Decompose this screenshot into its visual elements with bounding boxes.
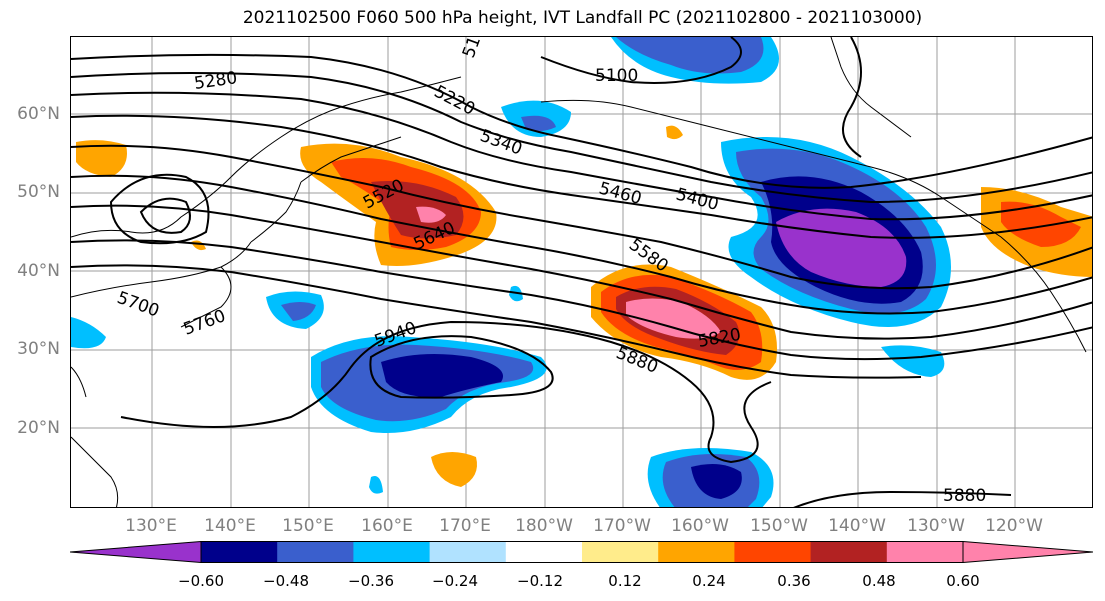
colorbar-tick-048: 0.48 bbox=[862, 572, 896, 590]
lon-label-160e: 160°E bbox=[361, 516, 413, 536]
lat-label-50n: 50°N bbox=[17, 182, 60, 202]
contour-label-5100: 5100 bbox=[595, 66, 638, 86]
colorbar-tick-060: 0.60 bbox=[946, 572, 980, 590]
lat-label-30n: 30°N bbox=[17, 339, 60, 359]
colorbar-cell bbox=[505, 541, 583, 563]
lon-label-120w: 120°W bbox=[985, 516, 1043, 536]
colorbar-tick-024: 0.24 bbox=[692, 572, 726, 590]
lat-label-40n: 40°N bbox=[17, 261, 60, 281]
height-contours bbox=[71, 37, 1092, 507]
lon-label-150e: 150°E bbox=[282, 516, 334, 536]
colorbar bbox=[70, 541, 1093, 563]
lon-label-140e: 140°E bbox=[204, 516, 256, 536]
colorbar-cell bbox=[277, 541, 354, 563]
lon-label-140w: 140°W bbox=[828, 516, 886, 536]
colorbar-cell bbox=[201, 541, 278, 563]
map-svg: 5280 5220 5340 5100 5460 5400 5520 5640 … bbox=[71, 37, 1092, 507]
colorbar-cell bbox=[658, 541, 735, 563]
lon-label-160w: 160°W bbox=[671, 516, 729, 536]
colorbar-cell bbox=[353, 541, 431, 563]
lon-label-130w: 130°W bbox=[907, 516, 965, 536]
contour-label-5760: 5760 bbox=[181, 306, 228, 340]
positive-ivt-shading bbox=[76, 125, 1092, 487]
colorbar-tick-neg024: −0.24 bbox=[432, 572, 478, 590]
colorbar-cell bbox=[810, 541, 888, 563]
colorbar-tick-036: 0.36 bbox=[777, 572, 811, 590]
lon-label-170e: 170°E bbox=[439, 516, 491, 536]
colorbar-cell bbox=[734, 541, 812, 563]
colorbar-tick-neg060: −0.60 bbox=[178, 572, 224, 590]
lon-label-170w: 170°W bbox=[593, 516, 651, 536]
contour-label-5880-b: 5880 bbox=[943, 486, 986, 506]
colorbar-tick-neg012: −0.12 bbox=[517, 572, 563, 590]
colorbar-cell bbox=[429, 541, 507, 563]
contour-label-5700: 5700 bbox=[114, 288, 161, 322]
colorbar-cells bbox=[70, 541, 1093, 563]
lon-label-130e: 130°E bbox=[125, 516, 177, 536]
colorbar-tick-012: 0.12 bbox=[608, 572, 642, 590]
colorbar-cell bbox=[582, 541, 659, 563]
contour-label-5280: 5280 bbox=[193, 68, 239, 94]
lat-label-20n: 20°N bbox=[17, 418, 60, 438]
colorbar-extend-right bbox=[963, 541, 1093, 563]
map-title: 2021102500 F060 500 hPa height, IVT Land… bbox=[242, 8, 923, 28]
colorbar-tick-neg048: −0.48 bbox=[263, 572, 309, 590]
colorbar-cell bbox=[886, 541, 964, 563]
colorbar-extend-left bbox=[70, 541, 201, 563]
colorbar-tick-neg036: −0.36 bbox=[348, 572, 394, 590]
contour-label-51: 51 bbox=[459, 37, 485, 61]
lat-label-60n: 60°N bbox=[17, 104, 60, 124]
lon-label-180w: 180°W bbox=[515, 516, 573, 536]
map-panel: 5280 5220 5340 5100 5460 5400 5520 5640 … bbox=[70, 36, 1093, 508]
lon-label-150w: 150°W bbox=[750, 516, 808, 536]
